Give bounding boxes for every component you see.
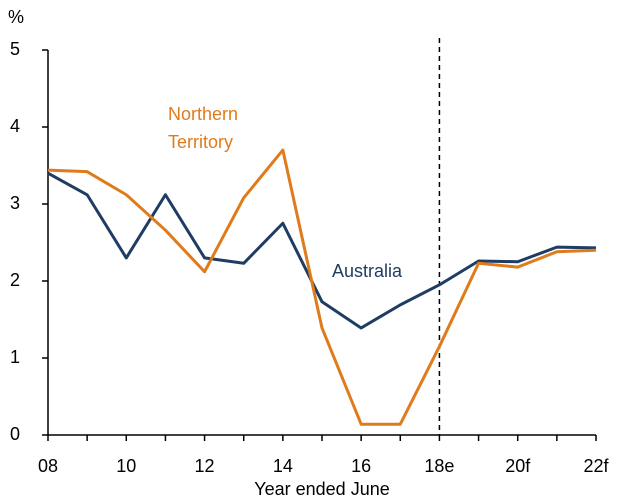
y-tick-label: 4 bbox=[10, 116, 20, 136]
x-tick-label: 10 bbox=[116, 456, 136, 476]
y-axis-label: % bbox=[8, 7, 24, 27]
series-label: Northern Territory bbox=[168, 104, 243, 152]
series-line bbox=[47, 171, 597, 330]
x-tick-label: 18e bbox=[424, 456, 454, 476]
y-tick-label: 2 bbox=[10, 270, 20, 290]
series-label-line: Territory bbox=[168, 132, 233, 152]
x-tick-label: 14 bbox=[273, 456, 293, 476]
x-tick-label: 22f bbox=[583, 456, 609, 476]
x-axis-label: Year ended June bbox=[254, 479, 389, 499]
x-tick-label: 12 bbox=[195, 456, 215, 476]
series-label: Australia bbox=[332, 261, 403, 281]
series-label-line: Northern bbox=[168, 104, 243, 124]
series-line bbox=[47, 148, 597, 426]
x-tick-label: 16 bbox=[351, 456, 371, 476]
x-tick-label: 20f bbox=[505, 456, 531, 476]
x-tick-label: 08 bbox=[38, 456, 58, 476]
y-tick-label: 3 bbox=[10, 193, 20, 213]
y-tick-label: 0 bbox=[10, 424, 20, 444]
y-tick-label: 1 bbox=[10, 347, 20, 367]
y-tick-label: 5 bbox=[10, 39, 20, 59]
